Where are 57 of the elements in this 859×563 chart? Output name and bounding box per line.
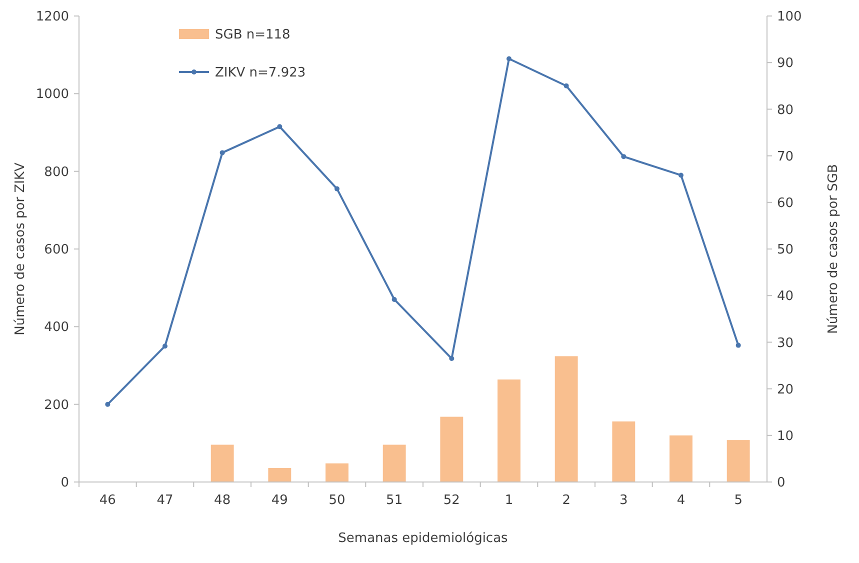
x-tick-label: 51 [386, 493, 403, 508]
y-tick-label: 200 [44, 398, 69, 413]
y-tick-label: 800 [44, 164, 69, 180]
point [621, 154, 626, 160]
legend-label: SGB n=118 [215, 28, 290, 43]
y-tick-label: 600 [44, 242, 69, 258]
point [105, 402, 110, 407]
x-tick-label: 1 [504, 493, 514, 508]
bar [612, 421, 636, 482]
point [506, 56, 512, 62]
y2-tick-label: 30 [777, 336, 794, 351]
bar [554, 356, 578, 482]
y2-axis-title: Número de casos por SGB [826, 164, 841, 334]
y2-tick-label: 20 [777, 382, 794, 398]
point [334, 186, 340, 192]
x-tick-label: 3 [620, 493, 628, 508]
x-tick-label: 52 [443, 493, 460, 508]
y2-tick-label: 70 [777, 149, 794, 164]
y-tick-label: 1200 [36, 10, 69, 25]
bar [670, 435, 692, 482]
point [678, 172, 684, 178]
y2-tick-label: 10 [777, 428, 794, 444]
y-tick-label: 400 [44, 320, 69, 336]
y-axis-title: Número de casos por ZIKV [13, 162, 28, 336]
point [564, 83, 569, 88]
x-tick-label: 2 [562, 493, 570, 508]
y2-tick-label: 50 [777, 242, 794, 258]
y-tick-label: 0 [60, 476, 69, 491]
bar [726, 440, 750, 482]
y2-tick-label: 40 [777, 289, 794, 304]
point [736, 342, 741, 348]
x-tick-label: 5 [734, 493, 742, 508]
y2-tick-label: 100 [777, 10, 802, 25]
legend-label: ZIKV n=7.923 [215, 66, 306, 81]
y2-tick-label: 90 [777, 56, 794, 72]
bar [326, 463, 348, 482]
bar [382, 444, 406, 482]
x-tick-label: 46 [99, 493, 116, 508]
bar [268, 468, 292, 482]
x-tick-label: 4 [676, 493, 686, 508]
x-tick-label: 48 [214, 493, 231, 508]
x-tick-label: 49 [271, 493, 288, 508]
point [220, 150, 225, 156]
point [277, 124, 282, 130]
y-tick-label: 1000 [36, 87, 69, 102]
point [392, 296, 397, 302]
point [162, 344, 168, 349]
point [449, 356, 454, 362]
x-tick-label: 50 [328, 493, 346, 508]
x-axis-title: Semanas epidemiológicas [338, 531, 508, 546]
y2-tick-label: 0 [777, 476, 786, 491]
y2-tick-label: 60 [777, 196, 794, 211]
bar [498, 379, 520, 482]
x-tick-label: 47 [156, 493, 174, 508]
bar [210, 444, 234, 482]
y2-tick-label: 80 [777, 102, 794, 118]
bar [440, 416, 464, 482]
